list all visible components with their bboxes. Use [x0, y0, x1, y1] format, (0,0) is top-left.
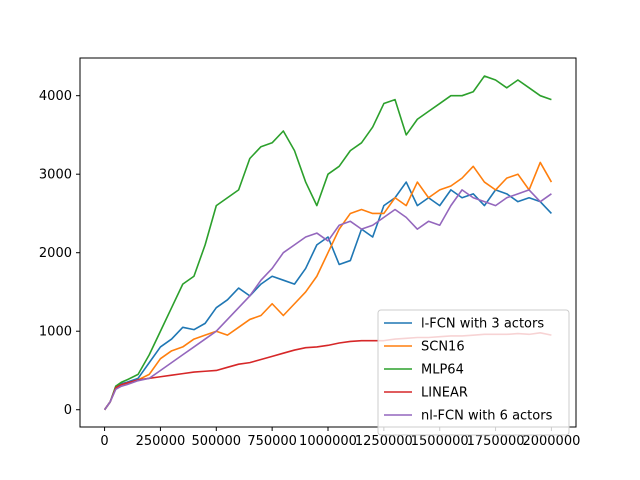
series-line-0: [103, 181, 553, 411]
x-tick-label: 1000000: [299, 434, 357, 449]
y-tick-label: 3000: [39, 168, 72, 183]
x-tick-label: 1750000: [467, 434, 525, 449]
legend-label-1: SCN16: [421, 340, 465, 355]
legend-label-4: nl-FCN with 6 actors: [421, 409, 553, 424]
y-tick-label: 1000: [39, 325, 72, 340]
x-tick-label: 2000000: [522, 434, 580, 449]
series-line-2: [103, 75, 552, 411]
series-line-1: [103, 161, 553, 411]
y-axis: 0 1000 2000 3000 4000: [39, 89, 80, 418]
y-tick-label: 2000: [39, 246, 72, 261]
x-tick-label: 1250000: [355, 434, 413, 449]
legend-box: [377, 309, 570, 436]
legend-label-2: MLP64: [421, 363, 464, 378]
series-layer: [103, 75, 553, 411]
series-line-4: [103, 189, 552, 411]
y-tick-label: 0: [64, 403, 72, 418]
x-tick-label: 750000: [247, 434, 297, 449]
x-tick-label: 500000: [191, 434, 241, 449]
x-tick-label: 0: [100, 434, 108, 449]
legend: l-FCN with 3 actors SCN16 MLP64 LINEAR nl-FC…: [377, 309, 570, 436]
x-axis: 0 250000 500000 750000 100000012500001500000…: [100, 427, 580, 449]
x-tick-label: 250000: [136, 434, 186, 449]
legend-label-3: LINEAR: [421, 386, 468, 401]
y-tick-label: 4000: [39, 89, 72, 104]
legend-label-0: l-FCN with 3 actors: [421, 317, 544, 332]
x-tick-label: 1500000: [411, 434, 469, 449]
